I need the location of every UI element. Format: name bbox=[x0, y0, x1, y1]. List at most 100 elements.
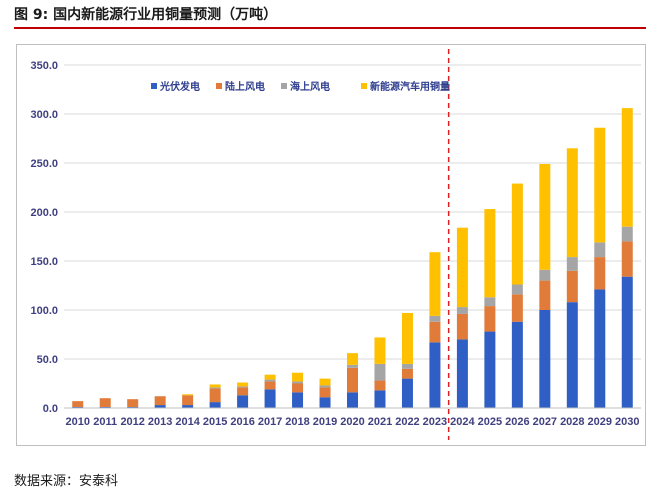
x-tick-label: 2022 bbox=[395, 416, 419, 428]
legend-label: 海上风电 bbox=[290, 80, 330, 93]
x-tick-label: 2024 bbox=[450, 416, 475, 428]
bar-segment bbox=[154, 405, 166, 408]
bar-segment bbox=[621, 276, 633, 408]
x-tick-label: 2010 bbox=[65, 416, 89, 428]
bar-segment bbox=[401, 363, 413, 369]
bar-segment bbox=[539, 269, 551, 281]
bar-segment bbox=[621, 241, 633, 277]
bar-segment bbox=[237, 387, 249, 396]
legend-swatch bbox=[361, 83, 367, 89]
bar-segment bbox=[511, 284, 523, 295]
x-tick-label: 2019 bbox=[313, 416, 337, 428]
x-tick-label: 2028 bbox=[560, 416, 584, 428]
bar-segment bbox=[456, 313, 468, 340]
bar-segment bbox=[319, 397, 331, 408]
y-tick-label: 300.0 bbox=[30, 109, 58, 121]
bar-segment bbox=[319, 378, 331, 386]
bar-segment bbox=[347, 367, 358, 393]
bar-segment bbox=[539, 280, 551, 310]
bar-segment bbox=[566, 302, 578, 408]
y-tick-label: 150.0 bbox=[30, 256, 58, 268]
bar-segment bbox=[347, 392, 358, 408]
bar-segment bbox=[374, 390, 386, 408]
x-tick-label: 2021 bbox=[368, 416, 392, 428]
bar-segment bbox=[264, 381, 276, 390]
bar-segment bbox=[374, 380, 386, 391]
bar-segment bbox=[209, 387, 221, 389]
bar-segment bbox=[566, 148, 578, 258]
bar-segment bbox=[99, 398, 111, 408]
legend-swatch bbox=[151, 83, 157, 89]
y-tick-label: 0.0 bbox=[43, 403, 58, 415]
bar-segment bbox=[484, 297, 496, 307]
bar-segment bbox=[127, 399, 139, 408]
bar-segment bbox=[209, 388, 221, 403]
y-tick-label: 200.0 bbox=[30, 207, 58, 219]
bar-segment bbox=[319, 385, 331, 388]
bar-segment bbox=[566, 257, 578, 271]
x-tick-label: 2029 bbox=[588, 416, 612, 428]
bar-segment bbox=[237, 386, 249, 388]
y-tick-label: 50.0 bbox=[37, 354, 58, 366]
x-tick-label: 2030 bbox=[615, 416, 639, 428]
x-tick-label: 2018 bbox=[285, 416, 309, 428]
bar-segment bbox=[72, 401, 84, 408]
bar-segment bbox=[347, 353, 358, 365]
bar-segment bbox=[209, 384, 221, 388]
legend-label: 陆上风电 bbox=[225, 80, 265, 93]
legend-label: 新能源汽车用铜量 bbox=[370, 80, 450, 93]
bar-segment bbox=[621, 108, 633, 227]
bar-segment bbox=[182, 405, 194, 408]
bar-segment bbox=[292, 392, 304, 408]
bar-segment bbox=[264, 389, 276, 408]
x-tick-label: 2025 bbox=[478, 416, 502, 428]
bar-segment bbox=[594, 257, 606, 290]
x-tick-label: 2011 bbox=[93, 416, 117, 428]
x-tick-label: 2023 bbox=[423, 416, 447, 428]
y-tick-label: 250.0 bbox=[30, 158, 58, 170]
bar-segment bbox=[401, 368, 413, 379]
bar-segment bbox=[511, 183, 523, 285]
source-note: 数据来源：安泰科 bbox=[14, 474, 119, 489]
bar-segment bbox=[539, 310, 551, 408]
bar-segment bbox=[237, 382, 249, 387]
bar-segment bbox=[292, 372, 304, 382]
figure-title: 图 9: 国内新能源行业用铜量预测（万吨） bbox=[14, 7, 278, 23]
bar-segment bbox=[264, 374, 276, 380]
bar-segment bbox=[511, 294, 523, 322]
bar-segment bbox=[209, 402, 221, 408]
bar-segment bbox=[456, 307, 468, 314]
bar-segment bbox=[456, 227, 468, 308]
x-tick-label: 2026 bbox=[505, 416, 529, 428]
bar-segment bbox=[374, 363, 386, 381]
stacked-bar-chart: 0.0 50.0 100.0 150.0 200.0 250.0 300.0 350.0 201… bbox=[30, 49, 641, 440]
x-tick-label: 2016 bbox=[230, 416, 254, 428]
bar-segment bbox=[292, 383, 304, 393]
bar-segment bbox=[511, 321, 523, 408]
legend-swatch bbox=[216, 83, 222, 89]
bar-segment bbox=[401, 378, 413, 408]
bar-segment bbox=[182, 395, 194, 406]
bar-segment bbox=[401, 312, 413, 364]
x-tick-label: 2013 bbox=[148, 416, 172, 428]
x-tick-label: 2014 bbox=[175, 416, 200, 428]
bar-segment bbox=[594, 289, 606, 408]
bar-segment bbox=[429, 252, 441, 316]
bar-segment bbox=[594, 242, 606, 258]
title-rule bbox=[14, 27, 646, 29]
x-tick-label: 2017 bbox=[258, 416, 282, 428]
bar-segment bbox=[154, 396, 166, 406]
x-tick-label: 2027 bbox=[533, 416, 557, 428]
bar-segment bbox=[347, 364, 358, 368]
bar-segment bbox=[621, 226, 633, 242]
legend-label: 光伏发电 bbox=[159, 80, 200, 93]
bar-segment bbox=[429, 342, 441, 408]
bar-segment bbox=[484, 331, 496, 408]
bar-segment bbox=[566, 270, 578, 303]
bar-segment bbox=[594, 127, 606, 243]
bar-segment bbox=[264, 379, 276, 382]
bar-segment bbox=[484, 306, 496, 332]
bar-segment bbox=[484, 209, 496, 298]
x-tick-label: 2012 bbox=[120, 416, 144, 428]
legend-swatch bbox=[281, 83, 287, 89]
